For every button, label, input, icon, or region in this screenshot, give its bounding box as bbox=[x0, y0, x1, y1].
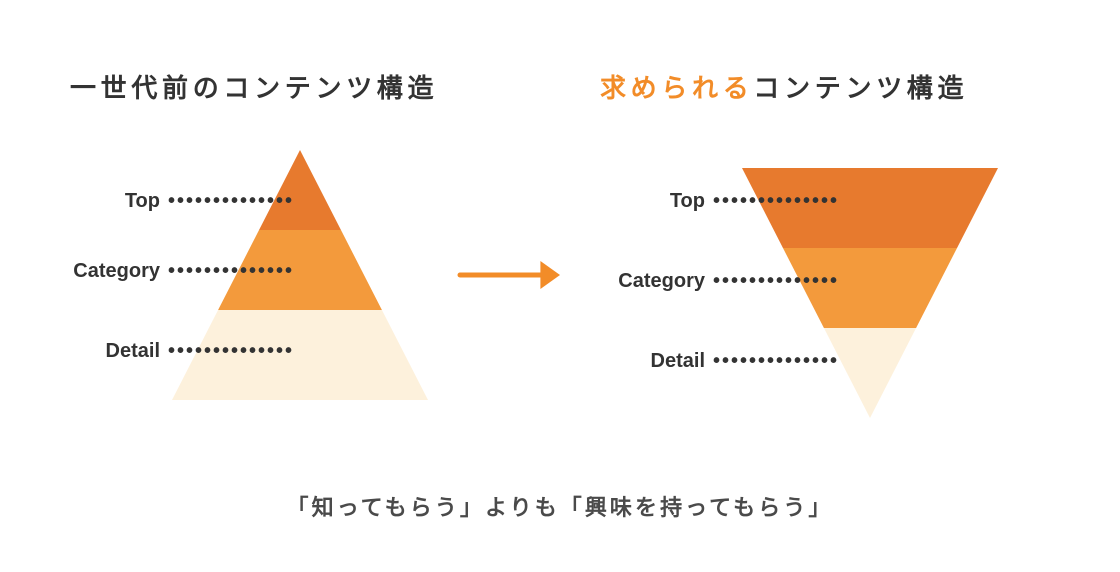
labels-left: Top••••••••••••••Category••••••••••••••D… bbox=[70, 0, 370, 572]
labels-right: Top••••••••••••••Category••••••••••••••D… bbox=[605, 0, 905, 572]
footer-caption: 「知ってもらう」よりも「興味を持ってもらう」 bbox=[0, 490, 1120, 522]
tier-label: Top •••••••••••••• bbox=[70, 190, 294, 213]
tier-label-text: Top bbox=[605, 190, 705, 213]
tier-label: Category •••••••••••••• bbox=[70, 260, 294, 283]
leader-dots: •••••••••••••• bbox=[713, 270, 839, 293]
tier-label: Top •••••••••••••• bbox=[605, 190, 839, 213]
leader-dots: •••••••••••••• bbox=[713, 350, 839, 373]
leader-dots: •••••••••••••• bbox=[168, 340, 294, 363]
leader-dots: •••••••••••••• bbox=[168, 190, 294, 213]
tier-label-text: Category bbox=[605, 270, 705, 293]
tier-label-text: Top bbox=[70, 190, 160, 213]
infographic-card: 一世代前のコンテンツ構造 求められるコンテンツ構造 Top•••••••••••… bbox=[0, 0, 1120, 572]
tier-label: Category •••••••••••••• bbox=[605, 270, 839, 293]
tier-label: Detail •••••••••••••• bbox=[605, 350, 839, 373]
leader-dots: •••••••••••••• bbox=[168, 260, 294, 283]
tier-label-text: Category bbox=[70, 260, 160, 283]
tier-label-text: Detail bbox=[70, 340, 160, 363]
leader-dots: •••••••••••••• bbox=[713, 190, 839, 213]
tier-label-text: Detail bbox=[605, 350, 705, 373]
tier-label: Detail •••••••••••••• bbox=[70, 340, 294, 363]
footer-text: 「知ってもらう」よりも「興味を持ってもらう」 bbox=[287, 495, 834, 520]
